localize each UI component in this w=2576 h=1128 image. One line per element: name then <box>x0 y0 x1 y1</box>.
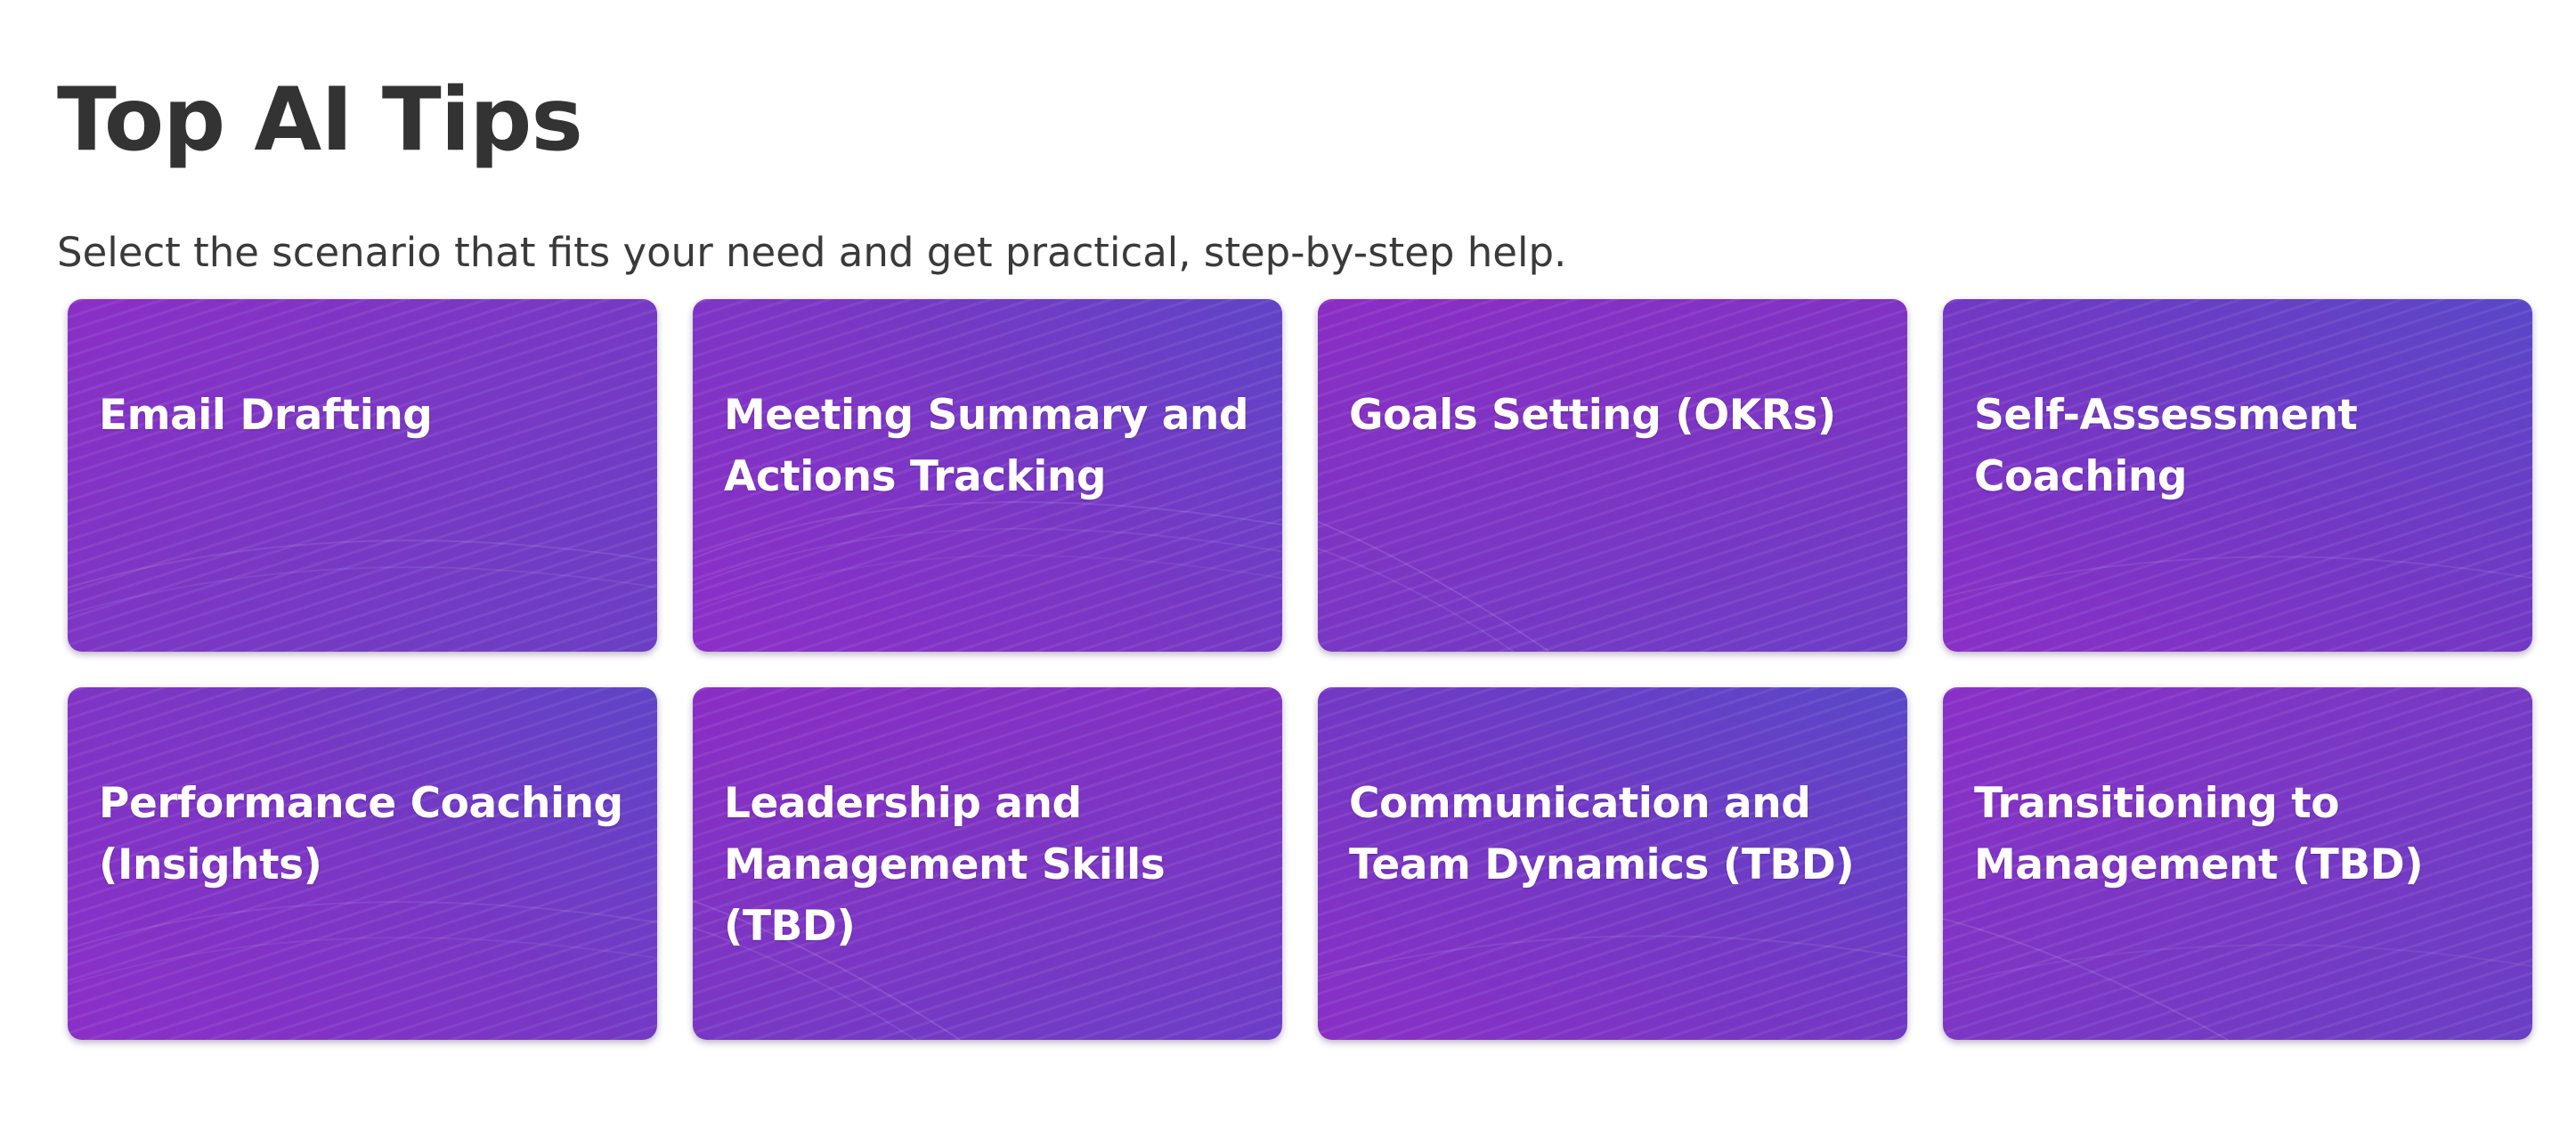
card-background-pattern <box>68 540 657 616</box>
scenario-card-email-drafting[interactable]: Email Drafting <box>68 299 657 652</box>
scenario-card-meeting-summary[interactable]: Meeting Summary and Actions Tracking <box>693 299 1282 652</box>
scenario-card-label: Email Drafting <box>99 391 433 440</box>
card-background-pattern <box>1318 521 1550 652</box>
scenario-card-communication-team[interactable]: Communication and Team Dynamics (TBD) <box>1318 687 1907 1040</box>
scenario-card-label: Meeting Summary and Actions Tracking <box>724 391 1249 501</box>
scenario-card-leadership-skills[interactable]: Leadership and Management Skills (TBD) <box>693 687 1282 1040</box>
scenario-card-label: Performance Coaching (Insights) <box>99 779 623 889</box>
scenario-card-label: Goals Setting (OKRs) <box>1349 391 1836 440</box>
scenario-card-goals-setting[interactable]: Goals Setting (OKRs) <box>1318 299 1907 652</box>
scenario-card-label: Transitioning to Management (TBD) <box>1974 779 2424 889</box>
scenario-grid: Email Drafting Meeting Summary and Actio… <box>68 299 2534 1040</box>
scenario-card-label: Leadership and Management Skills (TBD) <box>724 779 1166 951</box>
scenario-card-transitioning-management[interactable]: Transitioning to Management (TBD) <box>1943 687 2532 1040</box>
scenario-card-label: Communication and Team Dynamics (TBD) <box>1349 779 1855 889</box>
scenario-card-performance-coaching[interactable]: Performance Coaching (Insights) <box>68 687 657 1040</box>
page-subtitle: Select the scenario that fits your need … <box>57 229 1567 276</box>
scenario-card-label: Self-Assessment Coaching <box>1974 391 2358 501</box>
scenario-card-self-assessment[interactable]: Self-Assessment Coaching <box>1943 299 2532 652</box>
page-title: Top AI Tips <box>57 69 583 171</box>
